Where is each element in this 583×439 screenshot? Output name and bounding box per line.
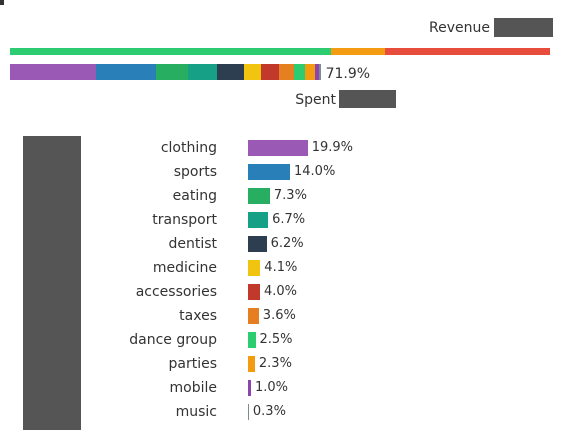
- category-label: medicine: [152, 260, 217, 276]
- category-value-label: 7.3%: [273, 188, 307, 203]
- category-label: dentist: [168, 236, 217, 252]
- spent-segment-mobile: [314, 64, 320, 80]
- category-bar: [248, 164, 290, 180]
- spent-value-redacted: [339, 90, 396, 108]
- category-bar: [248, 260, 261, 276]
- category-value-label: 2.5%: [259, 332, 293, 347]
- spent-total-label: 71.9%: [325, 66, 371, 82]
- spent-segment-accessories: [261, 64, 279, 80]
- category-bar: [248, 332, 256, 348]
- spent-segment-taxes: [278, 64, 295, 80]
- spent-segment-eating: [156, 64, 188, 80]
- category-value-label: 3.6%: [262, 308, 296, 323]
- spent-segment-dance-group: [294, 64, 306, 80]
- category-value-label: 2.3%: [258, 356, 292, 371]
- spent-segment-parties: [305, 64, 315, 80]
- category-label: clothing: [160, 140, 217, 156]
- category-value-label: 19.9%: [311, 140, 353, 155]
- revenue-segment: [331, 48, 386, 55]
- category-value-label: 6.7%: [272, 212, 306, 227]
- revenue-label: Revenue: [429, 20, 490, 36]
- category-label: mobile: [169, 380, 217, 396]
- category-value-label: 14.0%: [294, 164, 336, 179]
- category-label: music: [175, 404, 217, 420]
- spent-segment-transport: [187, 64, 217, 80]
- category-label: dance group: [129, 332, 217, 348]
- category-label: eating: [172, 188, 217, 204]
- revenue-value-redacted: [494, 18, 553, 37]
- spent-segment-music: [319, 64, 321, 80]
- category-bar: [248, 404, 249, 420]
- spent-segment-clothing: [10, 64, 96, 80]
- category-value-label: 4.0%: [264, 284, 298, 299]
- category-bar: [248, 356, 255, 372]
- revenue-bar: [10, 48, 550, 55]
- category-label: taxes: [179, 308, 217, 324]
- category-value-label: 6.2%: [270, 236, 304, 251]
- category-bar: [248, 188, 270, 204]
- revenue-segment: [10, 48, 332, 55]
- spent-bar: [10, 64, 550, 80]
- corner-mark: [0, 0, 4, 5]
- category-bar: [248, 308, 259, 324]
- revenue-segment: [385, 48, 550, 55]
- category-value-label: 0.3%: [252, 404, 286, 419]
- category-label: accessories: [135, 284, 217, 300]
- category-value-label: 4.1%: [264, 260, 298, 275]
- spent-segment-medicine: [243, 64, 262, 80]
- category-bar: [248, 212, 269, 228]
- category-value-label: 1.0%: [255, 380, 289, 395]
- category-bar: [248, 380, 251, 396]
- category-label: sports: [173, 164, 217, 180]
- spent-label: Spent: [295, 92, 336, 108]
- spent-segment-dentist: [216, 64, 244, 80]
- category-label: parties: [168, 356, 217, 372]
- left-panel-redacted: [23, 136, 81, 430]
- category-bar: [248, 236, 267, 252]
- category-bar: [248, 284, 260, 300]
- spent-segment-sports: [95, 64, 157, 80]
- category-label: transport: [152, 212, 217, 228]
- category-bar: [248, 140, 308, 156]
